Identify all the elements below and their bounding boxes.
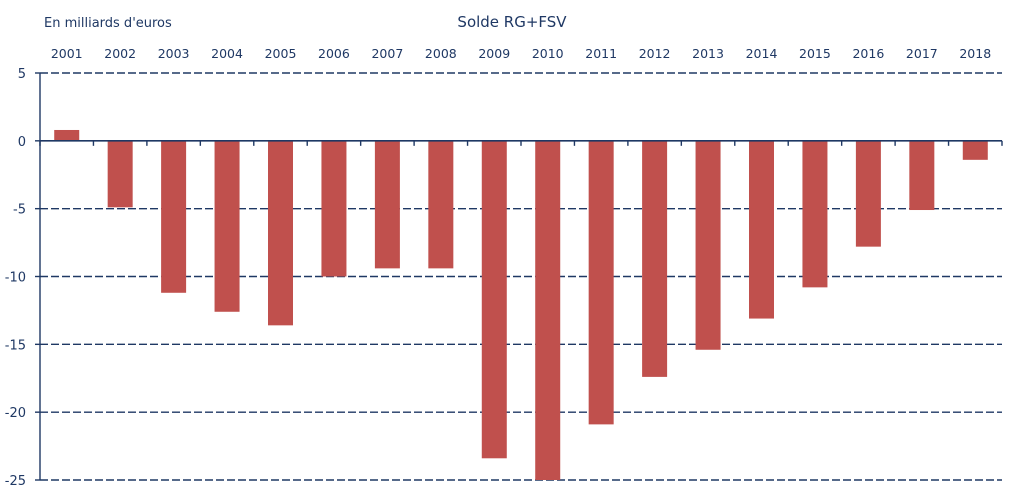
y-tick-label: -10 [5, 271, 26, 286]
y-tick-label: 5 [18, 67, 26, 82]
x-tick-label: 2006 [318, 46, 350, 61]
x-tick-label: 2017 [906, 46, 938, 61]
bar-2017 [909, 140, 935, 211]
y-tick-label: -25 [5, 474, 26, 489]
x-tick-labels: 2001 2002 2003 2004 2005 2006 2007 2008 2009 2010… [51, 46, 991, 61]
x-tick-label: 2009 [478, 46, 510, 61]
bar-2011 [588, 140, 614, 425]
x-tick-label: 2010 [532, 46, 564, 61]
bar-2013 [695, 140, 721, 350]
x-tick-label: 2015 [799, 46, 831, 61]
chart-title: Solde RG+FSV [457, 13, 567, 31]
bar-2004 [214, 140, 240, 312]
axes [35, 72, 1003, 481]
bar-2015 [802, 140, 828, 288]
x-tick-label: 2008 [425, 46, 457, 61]
x-tick-label: 2007 [371, 46, 403, 61]
bar-2005 [268, 140, 293, 326]
x-tick-label: 2014 [746, 46, 778, 61]
x-tick-label: 2018 [959, 46, 991, 61]
x-tick-label: 2001 [51, 46, 83, 61]
bars [54, 129, 988, 481]
bar-2016 [855, 140, 881, 247]
bar-2001 [54, 129, 80, 141]
bar-2010 [535, 140, 561, 481]
x-tick-label: 2005 [265, 46, 297, 61]
x-tick-label: 2003 [158, 46, 190, 61]
bar-2012 [642, 140, 668, 377]
bar-2008 [428, 140, 454, 269]
bar-2003 [161, 140, 187, 293]
x-tick-label: 2004 [211, 46, 243, 61]
y-tick-label: -20 [5, 406, 26, 421]
bar-2006 [321, 140, 347, 277]
gridlines [40, 72, 1002, 481]
x-tick-label: 2013 [692, 46, 724, 61]
bar-2009 [481, 140, 507, 459]
y-tick-label: 0 [18, 135, 26, 150]
x-tick-label: 2016 [852, 46, 884, 61]
bar-2007 [374, 140, 400, 269]
bar-2002 [107, 140, 133, 208]
bar-2018 [962, 140, 988, 160]
y-tick-label: -15 [5, 338, 26, 353]
bar-2014 [749, 140, 774, 319]
y-tick-label: -5 [13, 203, 26, 218]
unit-label: En milliards d'euros [44, 16, 172, 31]
x-tick-label: 2011 [585, 46, 617, 61]
x-tick-label: 2012 [639, 46, 671, 61]
x-tick-label: 2002 [104, 46, 136, 61]
y-tick-labels: 5 0 -5 -10 -15 -20 -25 [5, 67, 26, 489]
